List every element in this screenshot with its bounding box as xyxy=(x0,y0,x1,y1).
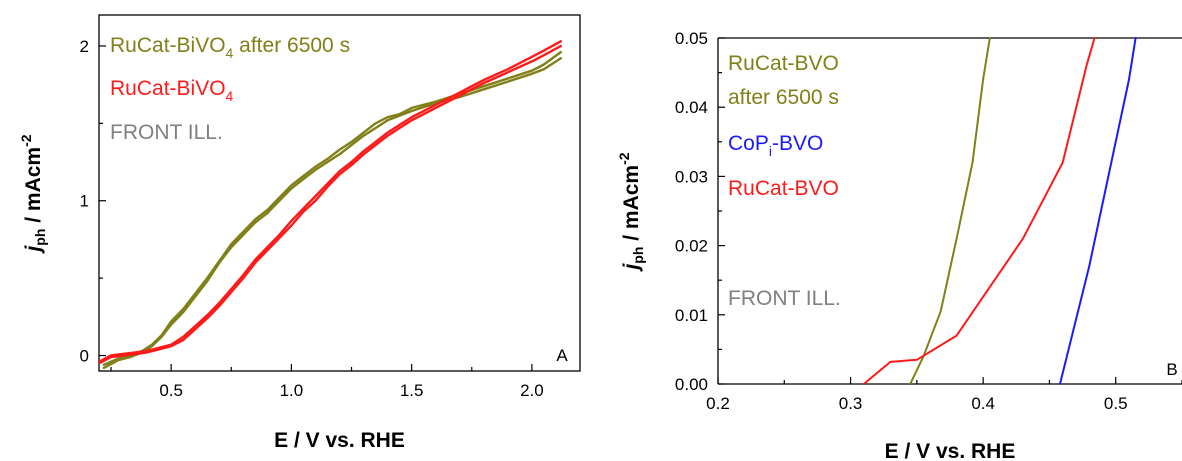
panel-letter: A xyxy=(556,346,568,365)
series-group xyxy=(862,37,1137,384)
x-tick-label: 0.5 xyxy=(1104,394,1128,413)
legend-entry: RuCat-BiVO4 after 6500 s xyxy=(110,34,350,61)
series-line-4 xyxy=(99,40,562,363)
y-axis-title-subscript: ph xyxy=(32,229,48,246)
y-tick-label: 2 xyxy=(80,37,89,56)
chart-panel-a: 0.5 1.0 1.5 2.0 0 1 2 E / V vs. RHE jph / mAcm-2… xyxy=(18,14,581,452)
x-axis-title: E / V vs. RHE xyxy=(274,429,405,452)
legend-entry: CoPi-BVO xyxy=(728,132,823,159)
legend-entry: FRONT ILL. xyxy=(110,121,223,144)
y-tick-label: 0.05 xyxy=(675,29,708,48)
legend-entry: RuCat-BiVO4 xyxy=(110,77,234,104)
y-axis-title-superscript: -2 xyxy=(616,152,632,165)
y-axis-title-symbol: j xyxy=(620,263,643,273)
y-axis-title-subscript: ph xyxy=(630,247,646,264)
x-tick-label: 0.2 xyxy=(706,394,730,413)
y-axis-title: jph / mAcm-2 xyxy=(616,152,646,272)
y-tick-label: 1 xyxy=(80,192,89,211)
series-line-1 xyxy=(909,37,991,384)
x-tick-label: 1.5 xyxy=(400,381,424,400)
legend-entry: RuCat-BVO xyxy=(728,177,839,200)
y-tick-label: 0.04 xyxy=(675,98,708,117)
x-tick-label: 0.5 xyxy=(159,381,183,400)
y-axis-title-superscript: -2 xyxy=(18,134,34,147)
series-group xyxy=(99,40,562,370)
y-axis-title-unit: / mAcm xyxy=(22,147,45,229)
legend-entry: RuCat-BVO xyxy=(728,52,839,75)
y-tick-label: 0 xyxy=(80,347,89,366)
series-line-3 xyxy=(99,44,562,365)
panel-letter: B xyxy=(1166,360,1177,379)
y-axis-title-symbol: j xyxy=(22,245,45,255)
legend-entry: FRONT ILL. xyxy=(728,287,841,310)
y-tick-label: 0.03 xyxy=(675,167,708,186)
y-tick-label: 0.02 xyxy=(675,237,708,256)
x-axis-title: E / V vs. RHE xyxy=(885,440,1016,461)
y-axis-title-unit: / mAcm xyxy=(620,165,643,247)
x-tick-label: 0.4 xyxy=(971,394,995,413)
legend-entry: after 6500 s xyxy=(728,86,839,109)
x-tick-label: 1.0 xyxy=(280,381,304,400)
y-tick-label: 0.00 xyxy=(675,375,708,394)
plot-frame xyxy=(98,14,581,372)
series-line-3 xyxy=(1059,37,1137,384)
x-tick-label: 2.0 xyxy=(520,381,544,400)
chart-panel-b: 0.2 0.3 0.4 0.5 0.00 0.01 0.02 0.03 0.04 0.05 E / … xyxy=(616,29,1182,461)
y-tick-label: 0.01 xyxy=(675,306,708,325)
x-tick-label: 0.3 xyxy=(839,394,863,413)
series-line-1 xyxy=(102,57,562,370)
y-axis-title: jph / mAcm-2 xyxy=(18,134,48,254)
series-line-2 xyxy=(862,37,1096,384)
